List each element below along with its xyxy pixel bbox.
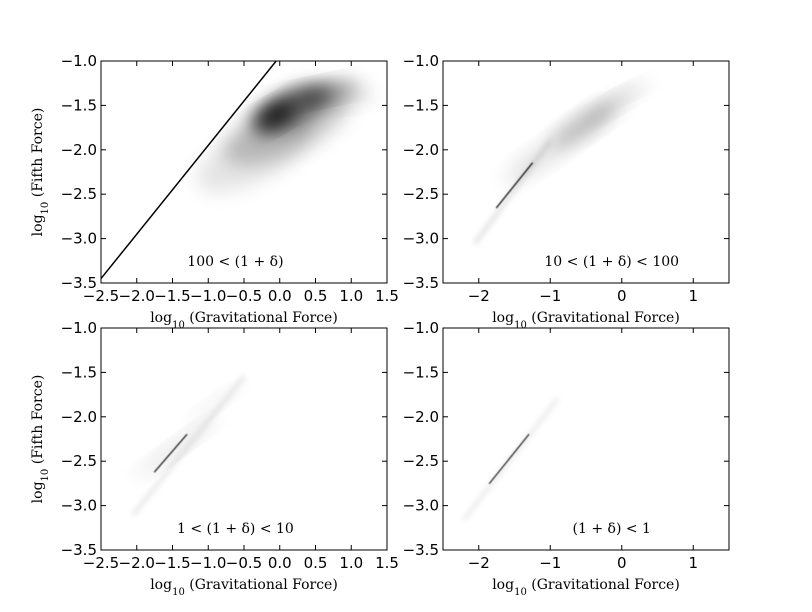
density-ridge — [132, 375, 245, 516]
y-tick-label: −3.0 — [61, 230, 97, 248]
x-tick-label: 1.5 — [375, 287, 399, 305]
x-tick-label: 1 — [688, 287, 698, 305]
density-blob — [189, 384, 242, 423]
plot-area — [463, 398, 559, 520]
density-ridge — [474, 139, 552, 245]
x-tick-label: 1.0 — [339, 554, 363, 572]
panel-top-right: −2 −1 0 1 −1.0 −1.5 −2.0 −2.5 −3.0 −3.5 10 < (1 + … — [403, 52, 730, 331]
x-tick-label: −2.0 — [119, 554, 155, 572]
y-axis-label: log10 (Fifth Force) — [30, 108, 51, 237]
subset-annotation: 100 < (1 + δ) — [187, 254, 283, 270]
density-blob — [258, 100, 295, 128]
y-tick-label: −1.0 — [403, 319, 439, 337]
y-tick-label: −3.0 — [61, 497, 97, 515]
x-axis-label: log10 (Gravitational Force) — [150, 577, 338, 598]
subset-annotation: 10 < (1 + δ) < 100 — [544, 254, 679, 270]
y-tick-label: −2.0 — [403, 141, 439, 159]
y-tick-label: −1.0 — [61, 52, 97, 70]
x-tick-label: −1.0 — [190, 554, 226, 572]
x-tick-label: −1.5 — [154, 554, 190, 572]
density-ridge — [463, 398, 559, 520]
x-tick-label: −0.5 — [226, 287, 262, 305]
x-tick-label: 0.0 — [268, 554, 292, 572]
density-blob — [606, 80, 652, 104]
plot-area — [474, 80, 652, 245]
axes-frame — [100, 327, 388, 551]
x-tick-label: −1 — [539, 554, 561, 572]
density-ridge — [495, 162, 534, 209]
panel-bottom-left: −2.5 −2.0 −1.5 −1.0 −0.5 0.0 0.5 1.0 1.5−1.0−1.5… — [30, 319, 399, 598]
x-tick-label: 0 — [617, 287, 627, 305]
y-tick-label: −1.0 — [61, 319, 97, 337]
x-axis-label: log10 (Gravitational Force) — [492, 577, 680, 598]
y-tick-label: −3.0 — [403, 497, 439, 515]
axes-frame — [442, 60, 730, 284]
y-tick-label: −1.5 — [403, 96, 439, 114]
axes-frame — [442, 327, 730, 551]
y-tick-label: −2.5 — [403, 185, 439, 203]
x-tick-label: 1.5 — [375, 554, 399, 572]
x-tick-label: −2.5 — [83, 287, 119, 305]
y-tick-label: −1.5 — [61, 96, 97, 114]
y-tick-label: −2.0 — [61, 408, 97, 426]
y-tick-label: −2.0 — [403, 408, 439, 426]
density-ridge — [488, 433, 530, 484]
plot-area — [101, 61, 373, 280]
x-tick-label: −2 — [468, 287, 490, 305]
x-tick-label: 0.5 — [304, 554, 328, 572]
y-tick-label: −2.5 — [61, 185, 97, 203]
x-tick-label: 1 — [688, 554, 698, 572]
y-tick-label: −3.0 — [403, 230, 439, 248]
density-blob — [301, 85, 373, 108]
x-tick-label: 0.5 — [304, 287, 328, 305]
x-tick-label: −2.0 — [119, 287, 155, 305]
y-tick-label: −1.5 — [61, 363, 97, 381]
y-tick-label: −3.5 — [61, 541, 97, 559]
density-ridge — [153, 433, 188, 473]
x-tick-label: 0.0 — [268, 287, 292, 305]
plot-area — [132, 375, 245, 516]
y-tick-label: −2.5 — [61, 452, 97, 470]
y-axis-label: log10 (Fifth Force) — [30, 375, 51, 504]
subset-annotation: (1 + δ) < 1 — [573, 521, 651, 537]
y-tick-label: −3.5 — [61, 274, 97, 292]
y-tick-label: −3.5 — [403, 274, 439, 292]
x-tick-label: −0.5 — [226, 554, 262, 572]
subset-annotation: 1 < (1 + δ) < 10 — [177, 521, 294, 537]
x-tick-label: 0 — [617, 554, 627, 572]
x-tick-label: −2 — [468, 554, 490, 572]
x-tick-label: −1 — [539, 287, 561, 305]
x-tick-label: −1.5 — [154, 287, 190, 305]
y-tick-label: −2.5 — [403, 452, 439, 470]
reference-line — [101, 61, 277, 280]
x-tick-label: 1.0 — [339, 287, 363, 305]
x-tick-label: −1.0 — [190, 287, 226, 305]
x-axis-label: log10 (Gravitational Force) — [150, 310, 338, 331]
x-tick-label: −2.5 — [83, 554, 119, 572]
y-tick-label: −3.5 — [403, 541, 439, 559]
x-axis-label: log10 (Gravitational Force) — [492, 310, 680, 331]
panel-bottom-right: −2 −1 0 1 −1.0 −1.5 −2.0 −2.5 −3.0 −3.5 (1 + δ) < … — [403, 319, 730, 598]
panel-top-left: −2.5 −2.0 −1.5 −1.0 −0.5 0.0 0.5 1.0 1.5−1.0−1.5… — [30, 52, 399, 331]
y-tick-label: −1.5 — [403, 363, 439, 381]
y-tick-label: −2.0 — [61, 141, 97, 159]
y-tick-label: −1.0 — [403, 52, 439, 70]
